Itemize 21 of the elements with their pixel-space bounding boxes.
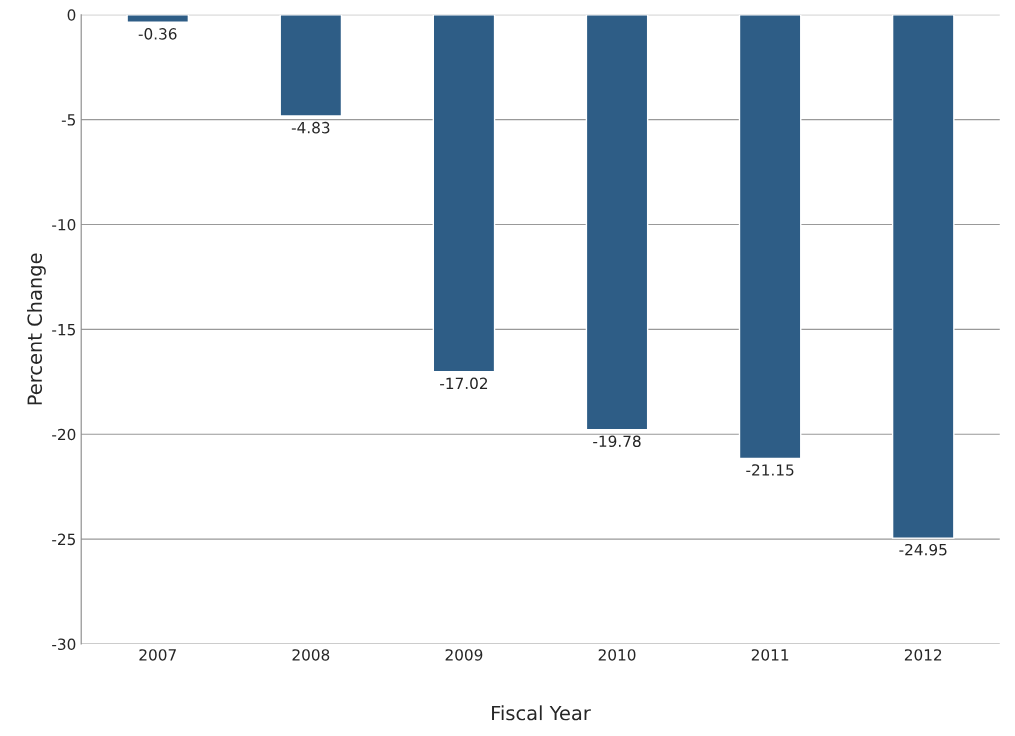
data-label: -19.78 <box>593 435 641 448</box>
data-label: -17.02 <box>440 377 488 390</box>
x-tick-label: 2008 <box>292 649 330 661</box>
y-tick-label: -20 <box>52 428 76 441</box>
y-tick-label: -5 <box>61 114 76 126</box>
y-tick-label: -15 <box>52 324 76 336</box>
y-tick-label: -30 <box>52 638 76 651</box>
y-tick-label: -10 <box>52 218 76 231</box>
data-label: -21.15 <box>746 464 794 476</box>
x-tick-label: 2010 <box>598 649 636 661</box>
x-tick-label: 2012 <box>904 649 942 661</box>
data-label: -4.83 <box>291 121 330 134</box>
y-tick-label: 0 <box>67 9 76 21</box>
x-axis-title: Fiscal Year <box>492 705 591 721</box>
data-label: -0.36 <box>138 28 177 40</box>
x-tick-label: 2009 <box>445 649 483 661</box>
data-label: -24.95 <box>899 543 947 556</box>
x-tick-label: 2007 <box>139 649 176 661</box>
y-tick-label: -25 <box>52 533 76 546</box>
y-axis-title: Percent Change <box>27 253 46 405</box>
x-tick-label: 2011 <box>751 649 789 661</box>
